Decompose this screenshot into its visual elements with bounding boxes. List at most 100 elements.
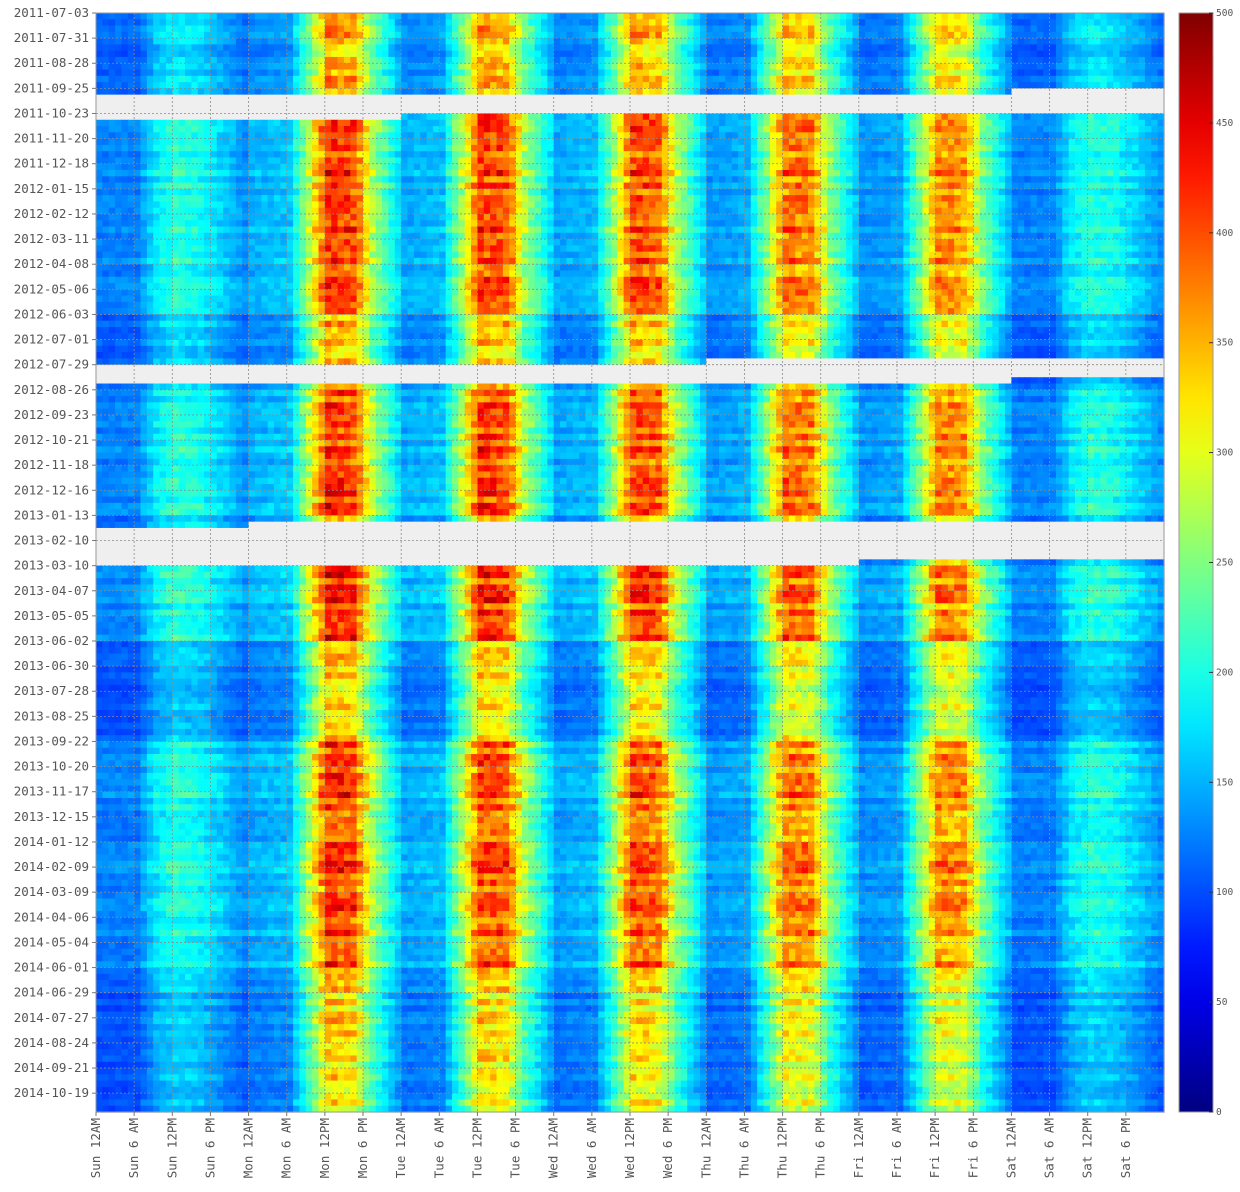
heat-cell	[699, 132, 707, 140]
heat-cell	[566, 38, 574, 45]
heat-cell	[1132, 163, 1140, 171]
heat-cell	[979, 63, 987, 71]
heat-cell	[916, 38, 924, 45]
heat-cell	[267, 56, 275, 64]
heat-cell	[293, 38, 301, 45]
heat-cell	[649, 151, 657, 159]
heat-cell	[407, 69, 415, 77]
heat-cell	[687, 82, 695, 89]
heat-cell	[1157, 56, 1165, 64]
heat-cell	[750, 144, 758, 152]
heat-cell	[1081, 132, 1089, 140]
heat-cell	[820, 44, 828, 52]
heat-cell	[1075, 176, 1082, 184]
heat-cell	[668, 38, 676, 45]
heat-cell	[1011, 25, 1019, 33]
heat-cell	[827, 31, 835, 39]
heat-cell	[515, 44, 523, 52]
heat-cell	[1087, 31, 1095, 39]
heat-cell	[496, 182, 504, 190]
heat-cell	[617, 69, 625, 77]
heat-cell	[712, 94, 720, 102]
heat-cell	[1068, 75, 1076, 83]
heat-cell	[242, 163, 250, 171]
heat-cell	[630, 13, 637, 20]
heat-cell	[1049, 113, 1057, 121]
heat-cell	[630, 19, 637, 27]
heat-cell	[998, 50, 1006, 58]
heat-cell	[610, 188, 618, 196]
heat-cell	[165, 82, 173, 89]
heat-cell	[782, 19, 790, 27]
heat-cell	[324, 88, 332, 96]
heat-cell	[744, 126, 752, 133]
heat-cell	[274, 38, 281, 45]
heat-cell	[1011, 182, 1019, 190]
heat-cell	[566, 31, 574, 39]
heat-cell	[674, 63, 682, 71]
heat-cell	[305, 195, 313, 202]
heat-cell	[941, 119, 949, 127]
heat-cell	[191, 163, 199, 171]
heat-cell	[801, 170, 809, 177]
heat-cell	[750, 19, 758, 27]
heat-cell	[127, 176, 135, 184]
heat-cell	[572, 195, 580, 202]
heat-cell	[1113, 113, 1121, 121]
heat-cell	[1157, 144, 1165, 152]
heat-cell	[992, 75, 1000, 83]
heat-cell	[909, 113, 917, 121]
heat-cell	[413, 144, 421, 152]
heat-cell	[343, 56, 351, 64]
heat-cell	[312, 119, 320, 127]
heat-cell	[1049, 94, 1057, 102]
heat-cell	[1075, 107, 1082, 115]
heat-cell	[216, 151, 224, 159]
heat-cell	[343, 25, 351, 33]
heat-cell	[928, 132, 936, 140]
heat-cell	[668, 195, 676, 202]
heat-cell	[1119, 31, 1127, 39]
heat-cell	[127, 151, 135, 159]
heat-cell	[159, 19, 167, 27]
heat-cell	[293, 176, 301, 184]
heat-cell	[521, 88, 529, 96]
heat-cell	[846, 56, 854, 64]
heat-cell	[223, 126, 231, 133]
heat-cell	[1055, 144, 1063, 152]
heat-cell	[121, 176, 129, 184]
heat-cell	[1119, 126, 1127, 133]
heat-cell	[992, 82, 1000, 89]
heat-cell	[1005, 107, 1013, 115]
heat-cell	[909, 50, 917, 58]
heat-cell	[146, 176, 154, 184]
heat-cell	[1157, 126, 1165, 133]
heat-cell	[986, 56, 993, 64]
heat-cell	[642, 25, 650, 33]
heat-cell	[280, 138, 288, 146]
heat-cell	[808, 195, 815, 202]
heat-cell	[1005, 82, 1013, 89]
heat-cell	[521, 75, 529, 83]
heat-cell	[1062, 94, 1070, 102]
heat-cell	[541, 113, 548, 121]
heat-cell	[541, 188, 548, 196]
heat-cell	[973, 138, 981, 146]
heat-cell	[127, 19, 135, 27]
heat-cell	[871, 176, 879, 184]
heat-cell	[127, 107, 135, 115]
heat-cell	[776, 107, 784, 115]
heat-cell	[750, 56, 758, 64]
heat-cell	[814, 126, 822, 133]
heat-cell	[731, 157, 739, 165]
heat-cell	[941, 113, 949, 121]
heat-cell	[960, 94, 968, 102]
heat-cell	[159, 132, 167, 140]
heat-cell	[534, 107, 542, 115]
heat-cell	[992, 94, 1000, 102]
heat-cell	[1068, 19, 1076, 27]
heat-cell	[388, 13, 396, 20]
heat-cell	[153, 107, 161, 115]
heat-cell	[477, 188, 485, 196]
heat-cell	[363, 75, 370, 83]
